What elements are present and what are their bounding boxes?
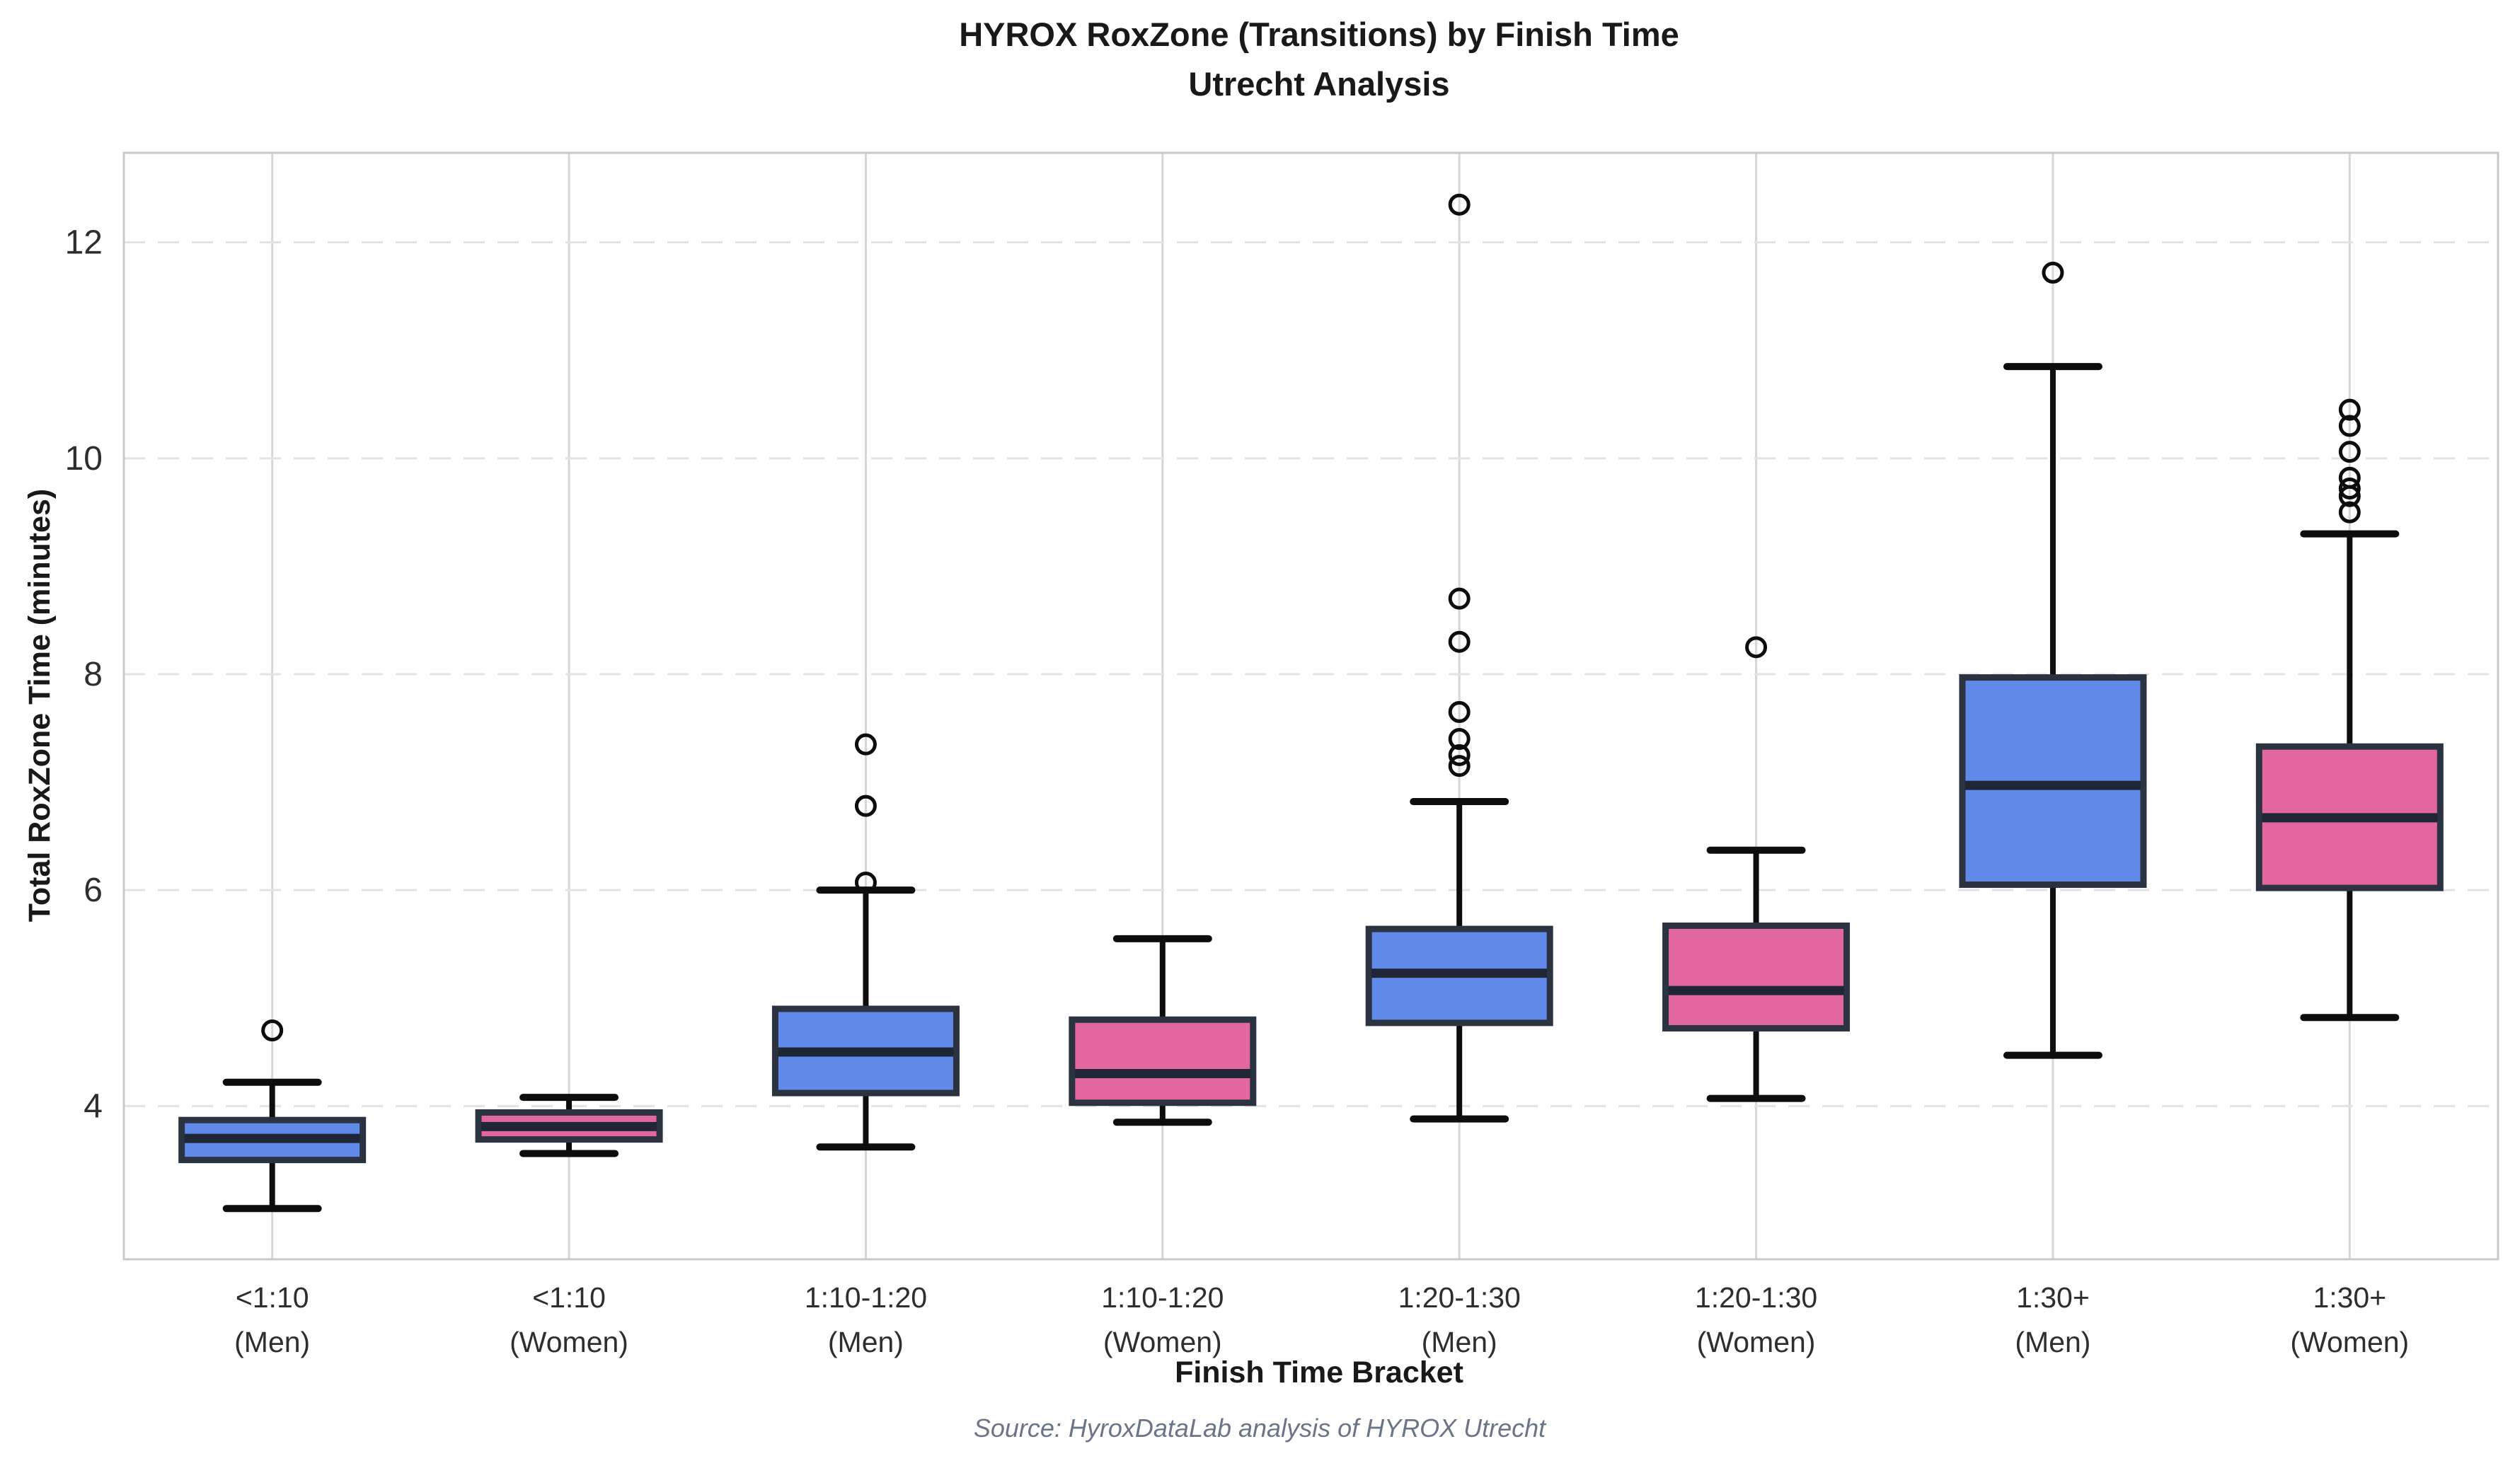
x-category-label: 1:30+ [2016,1281,2090,1314]
boxplot-women-1:20-1:30-box [1662,923,1851,1031]
boxplot-women-1:10-1:20-box [1069,1016,1257,1106]
boxplot-men-1:30+-outlier-point [2042,261,2064,284]
boxplot-women-1:30+-outlier-point [2338,415,2361,437]
chart-title: HYROX RoxZone (Transitions) by Finish Ti… [959,16,1679,53]
x-axis-label: Finish Time Bracket [1175,1356,1463,1389]
boxplot-women-1:30+-outlier-point [2338,501,2361,524]
boxplot-men-1:10-1:20-outlier-point [854,794,877,817]
boxplot-men-1:20-1:30-outlier-point [1448,744,1471,766]
boxplot-men-1:10-1:20-outlier-point [854,871,877,894]
boxplot-women-1:30+-outlier-point [2338,441,2361,463]
boxplot-men-1:10-1:20-outlier-point [854,733,877,756]
boxplot-men-1:20-1:30-outlier-point [1448,193,1471,216]
x-category-label: 1:10-1:20 [805,1281,927,1314]
chart-subtitle: Utrecht Analysis [1188,65,1450,103]
boxplot-men-<1:10-outlier-point [261,1019,284,1042]
x-category-label: (Men) [234,1326,310,1358]
x-category-label: <1:10 [236,1281,309,1314]
boxplot-women-1:30+-outlier-point [2338,466,2361,489]
x-category-label: 1:20-1:30 [1695,1281,1817,1314]
x-category-label: 1:20-1:30 [1398,1281,1521,1314]
boxplot-men-1:20-1:30-outlier-point [1448,587,1471,610]
y-tick-label: 6 [84,872,103,909]
x-category-label: (Women) [1103,1326,1222,1358]
boxplot-men-1:20-1:30-outlier-point [1448,630,1471,653]
boxplot-men-1:20-1:30-outlier-point [1448,755,1471,778]
x-category-label: (Men) [828,1326,904,1358]
chart-title-block: HYROX RoxZone (Transitions) by Finish Ti… [470,10,2168,109]
boxplot-women-1:20-1:30-outlier-point [1745,636,1768,659]
boxplot-men-1:20-1:30-outlier-point [1448,700,1471,723]
x-category-label: (Men) [2015,1326,2090,1358]
x-category-label: 1:30+ [2313,1281,2386,1314]
boxplot-women-1:30+-outlier-point [2338,398,2361,421]
x-category-label: (Women) [1697,1326,1816,1358]
boxplot-men-1:20-1:30-outlier-point [1448,728,1471,751]
y-tick-label: 4 [84,1087,103,1125]
x-category-label: 1:10-1:20 [1101,1281,1224,1314]
boxplot-women-1:30+-outlier-point [2338,478,2361,500]
x-category-label: (Women) [510,1326,628,1358]
source-caption: Source: HyroxDataLab analysis of HYROX U… [973,1414,1546,1443]
x-category-label: (Men) [1422,1326,1497,1358]
plot-spines [122,151,2499,1261]
x-category-label: <1:10 [532,1281,606,1314]
y-tick-label: 10 [65,440,103,478]
y-axis-label: Total RoxZone Time (minutes) [23,488,57,923]
x-category-label: (Women) [2290,1326,2409,1358]
y-tick-label: 8 [84,656,103,693]
y-tick-label: 12 [65,224,103,262]
